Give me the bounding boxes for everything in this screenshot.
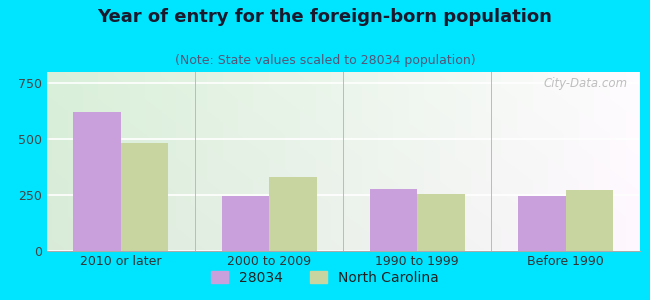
Text: Year of entry for the foreign-born population: Year of entry for the foreign-born popul… <box>98 8 552 26</box>
Bar <box>370 189 417 250</box>
Legend: 28034, North Carolina: 28034, North Carolina <box>205 265 445 290</box>
Bar <box>417 194 465 250</box>
Bar <box>269 177 317 250</box>
Bar <box>518 196 566 250</box>
Bar <box>566 190 613 250</box>
Bar <box>73 112 121 250</box>
Text: (Note: State values scaled to 28034 population): (Note: State values scaled to 28034 popu… <box>175 54 475 67</box>
Bar <box>121 143 168 250</box>
Text: City-Data.com: City-Data.com <box>543 77 628 90</box>
Bar <box>222 196 269 250</box>
